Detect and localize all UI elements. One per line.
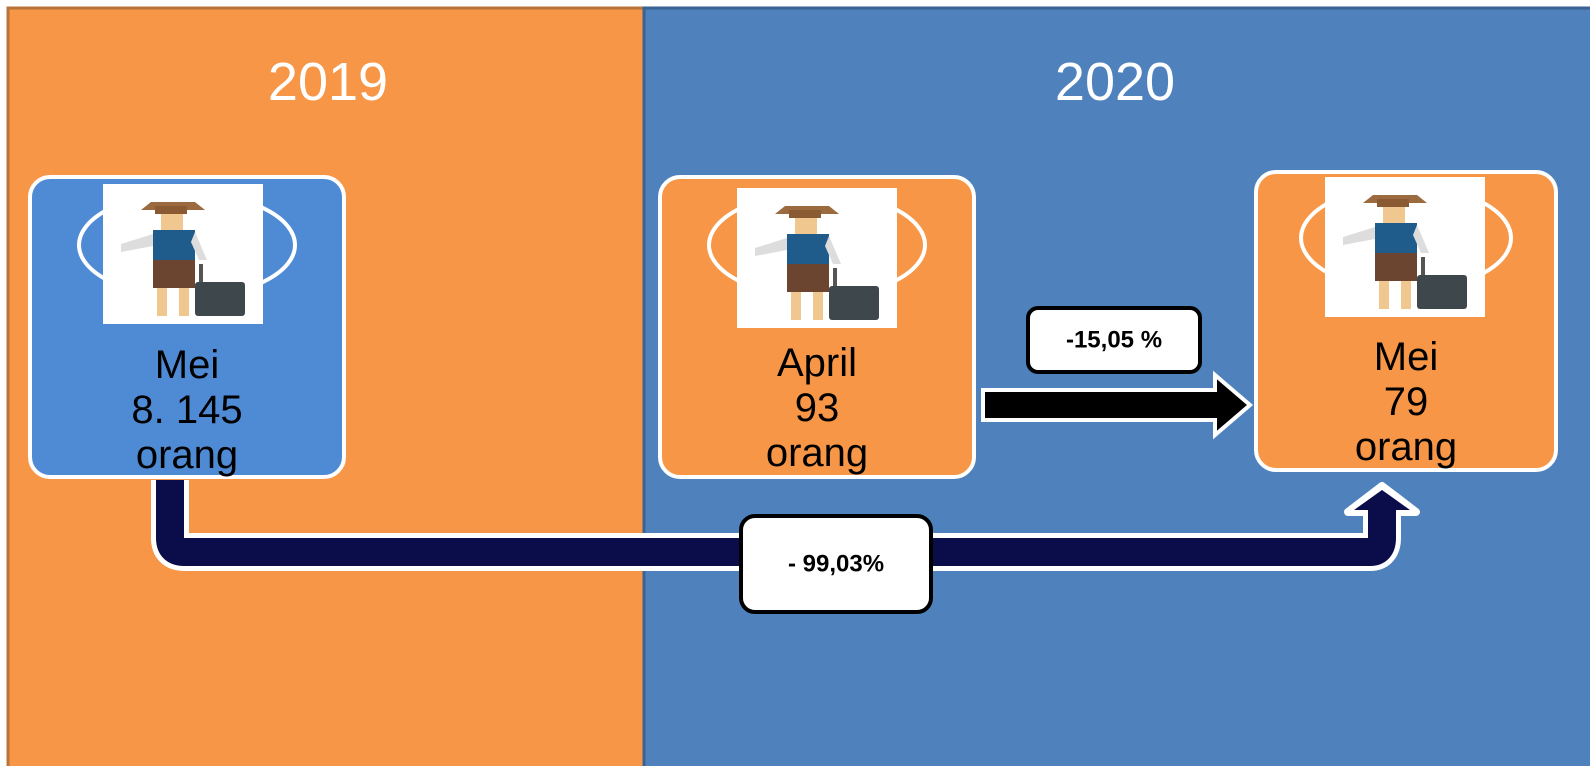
arrow — [981, 370, 1254, 440]
change-box — [1026, 306, 1202, 374]
year: 2019 — [268, 52, 388, 112]
card-value: 79 — [1384, 380, 1429, 424]
card-month: April — [777, 341, 857, 385]
card: Mei 79 orang — [1254, 170, 1558, 472]
card-unit: orang — [766, 431, 868, 475]
card-unit: orang — [1355, 425, 1457, 469]
change-label: - 99,03% — [788, 550, 884, 577]
card: Mei 8. 145 orang — [28, 175, 346, 479]
card-unit: orang — [136, 433, 238, 477]
change-label: -15,05 % — [1066, 326, 1162, 353]
card-month: Mei — [1374, 335, 1438, 379]
change-box — [739, 514, 933, 614]
card: April 93 orang — [658, 175, 976, 479]
card-value: 93 — [795, 386, 840, 430]
card-value: 8. 145 — [131, 388, 242, 432]
year: 2020 — [1055, 52, 1175, 112]
card-month: Mei — [155, 343, 219, 387]
arrow-head — [1354, 490, 1410, 510]
